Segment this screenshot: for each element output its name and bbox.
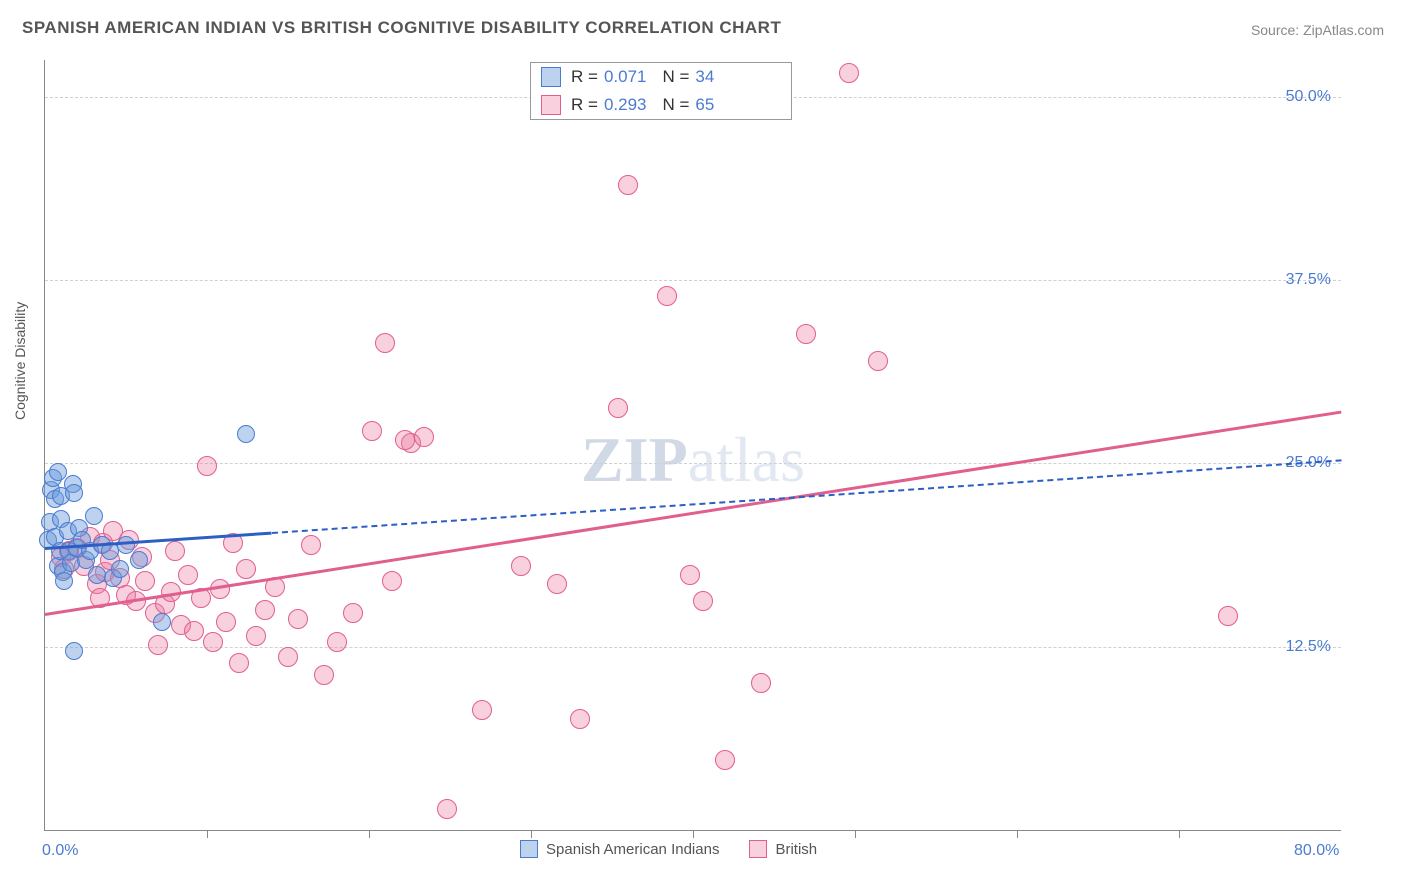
plot-area: ZIPatlas 12.5%25.0%37.5%50.0% [44,60,1341,831]
scatter-point-b [437,799,457,819]
gridline [45,463,1341,464]
bottom-legend-label-a: Spanish American Indians [546,841,719,858]
scatter-point-a [153,613,171,631]
scatter-point-b [570,709,590,729]
scatter-point-a [55,572,73,590]
gridline [45,647,1341,648]
scatter-point-b [236,559,256,579]
y-tick-label: 12.5% [1286,638,1331,656]
scatter-point-b [618,175,638,195]
bottom-legend-swatch-b [749,840,767,858]
x-axis-max-label: 80.0% [1294,842,1339,860]
watermark-bold: ZIP [581,424,688,495]
y-tick-label: 37.5% [1286,271,1331,289]
scatter-point-a [49,463,67,481]
scatter-point-b [395,430,415,450]
bottom-legend-item-b: British [749,840,817,858]
scatter-point-a [237,425,255,443]
r-label: R = [571,67,598,87]
watermark: ZIPatlas [581,423,805,497]
scatter-point-b [165,541,185,561]
legend-row-a: R = 0.071 N = 34 [531,63,791,91]
scatter-point-b [680,565,700,585]
x-tick [531,830,532,838]
x-tick [693,830,694,838]
scatter-point-b [184,621,204,641]
n-value-a: 34 [695,67,714,87]
scatter-point-a [65,484,83,502]
bottom-legend-swatch-a [520,840,538,858]
legend-row-b: R = 0.293 N = 65 [531,91,791,119]
scatter-point-b [751,673,771,693]
scatter-point-b [414,427,434,447]
scatter-point-b [547,574,567,594]
scatter-point-b [135,571,155,591]
scatter-point-b [693,591,713,611]
scatter-point-b [203,632,223,652]
watermark-rest: atlas [688,424,805,495]
source-label: Source: ZipAtlas.com [1251,22,1384,38]
scatter-point-b [327,632,347,652]
scatter-point-a [130,551,148,569]
y-tick-label: 50.0% [1286,88,1331,106]
scatter-point-b [246,626,266,646]
x-tick [207,830,208,838]
scatter-point-b [216,612,236,632]
x-tick [1017,830,1018,838]
scatter-point-a [65,642,83,660]
scatter-point-b [178,565,198,585]
n-value-b: 65 [695,95,714,115]
r-label: R = [571,95,598,115]
scatter-point-b [343,603,363,623]
scatter-point-b [382,571,402,591]
scatter-point-b [301,535,321,555]
x-tick [369,830,370,838]
n-label: N = [662,95,689,115]
scatter-point-b [362,421,382,441]
scatter-point-b [278,647,298,667]
scatter-point-a [111,560,129,578]
chart-title: SPANISH AMERICAN INDIAN VS BRITISH COGNI… [22,18,781,38]
r-value-b: 0.293 [604,95,647,115]
bottom-legend: Spanish American Indians British [520,840,817,858]
trendline-b [45,411,1341,616]
bottom-legend-item-a: Spanish American Indians [520,840,719,858]
scatter-point-b [839,63,859,83]
scatter-point-b [314,665,334,685]
legend-swatch-b [541,95,561,115]
scatter-point-b [796,324,816,344]
scatter-point-b [148,635,168,655]
scatter-point-b [229,653,249,673]
scatter-point-b [197,456,217,476]
scatter-point-b [657,286,677,306]
scatter-point-a [88,566,106,584]
scatter-point-a [85,507,103,525]
x-axis-min-label: 0.0% [42,842,78,860]
y-axis-label: Cognitive Disability [12,302,28,420]
scatter-point-b [511,556,531,576]
legend-stats-box: R = 0.071 N = 34 R = 0.293 N = 65 [530,62,792,120]
scatter-point-b [1218,606,1238,626]
scatter-point-b [472,700,492,720]
x-tick [855,830,856,838]
scatter-point-b [868,351,888,371]
scatter-point-b [715,750,735,770]
scatter-point-b [255,600,275,620]
x-tick [1179,830,1180,838]
r-value-a: 0.071 [604,67,647,87]
bottom-legend-label-b: British [775,841,817,858]
scatter-point-b [608,398,628,418]
scatter-point-b [288,609,308,629]
legend-swatch-a [541,67,561,87]
scatter-point-b [375,333,395,353]
trendline-a-dashed [272,459,1341,534]
gridline [45,280,1341,281]
n-label: N = [662,67,689,87]
